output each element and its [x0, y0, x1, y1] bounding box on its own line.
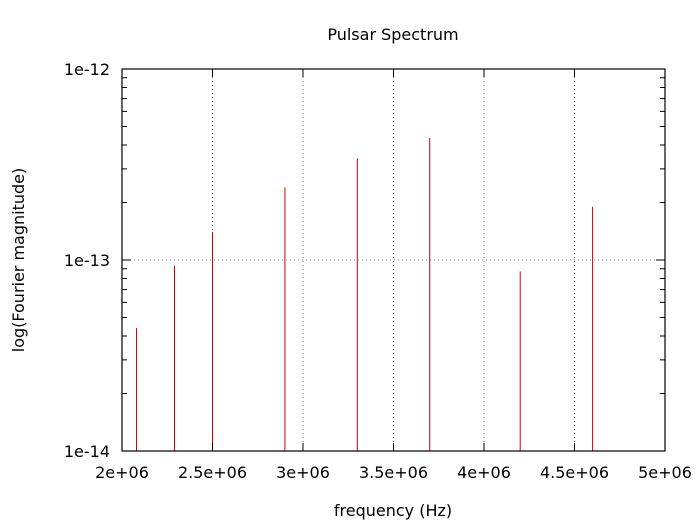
x-tick-label: 4e+06	[457, 463, 511, 482]
x-tick-label: 3e+06	[276, 463, 330, 482]
bars	[135, 138, 594, 451]
chart-title: Pulsar Spectrum	[327, 25, 458, 44]
x-tick-labels: 2e+06 2.5e+06 3e+06 3.5e+06 4e+06 4.5e+06 5e+0…	[95, 463, 692, 482]
x-tick-label: 4.5e+06	[540, 463, 609, 482]
y-tick-label: 1e-12	[64, 60, 110, 79]
grid	[122, 69, 665, 451]
y-tick-label: 1e-14	[64, 442, 110, 461]
axis-ticks	[121, 68, 666, 452]
y-tick-labels: 1e-14 1e-13 1e-12	[64, 60, 110, 461]
x-tick-label: 3.5e+06	[359, 463, 428, 482]
x-axis-label: frequency (Hz)	[334, 501, 452, 520]
x-tick-label: 5e+06	[638, 463, 692, 482]
x-tick-label: 2e+06	[95, 463, 149, 482]
y-axis-label: log(Fourier magnitude)	[9, 168, 28, 353]
x-tick-label: 2.5e+06	[178, 463, 247, 482]
y-tick-label: 1e-13	[64, 251, 110, 270]
